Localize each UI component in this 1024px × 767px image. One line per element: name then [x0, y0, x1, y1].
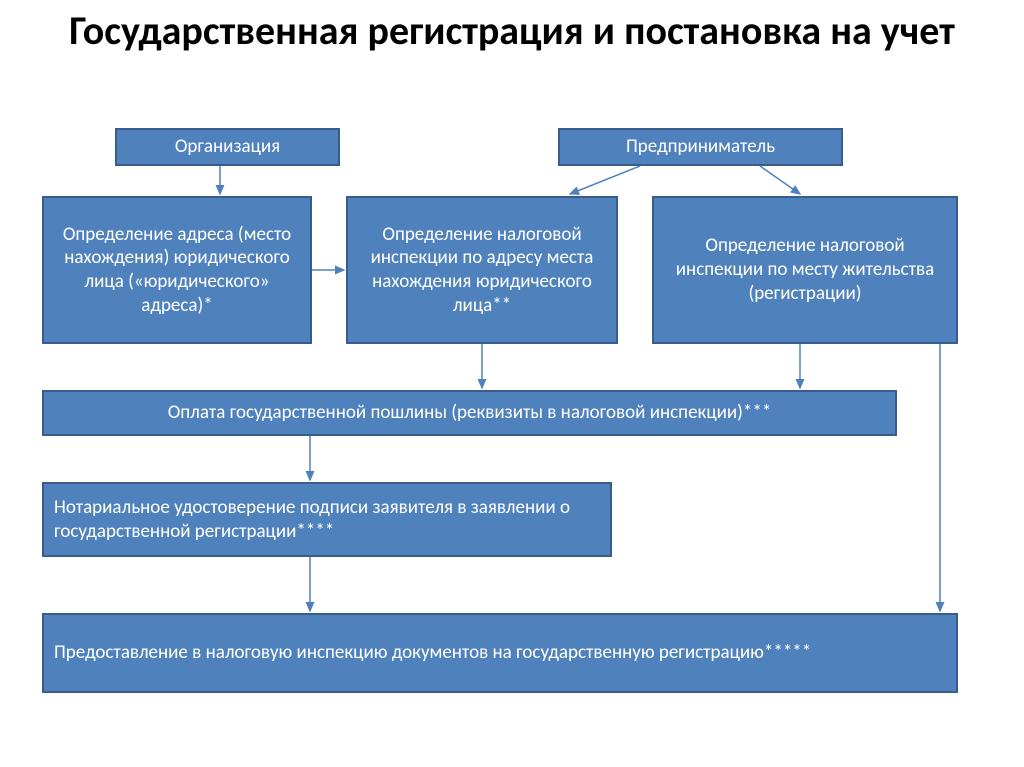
flow-node-label: Определение адреса (место нахождения) юр…	[54, 223, 300, 318]
flow-node-label: Оплата государственной пошлины (реквизит…	[168, 401, 772, 425]
flow-node-addr: Определение адреса (место нахождения) юр…	[42, 196, 312, 344]
flow-edge-entr-to-insp2	[760, 166, 800, 194]
flow-node-label: Предприниматель	[626, 135, 775, 159]
flow-edge-entr-to-insp1	[570, 166, 640, 194]
page-title: Государственная регистрация и постановка…	[0, 0, 1024, 54]
flow-node-notary: Нотариальное удостоверение подписи заяви…	[42, 482, 612, 557]
flow-node-label: Определение налоговой инспекции по месту…	[664, 234, 946, 305]
flow-node-label: Нотариальное удостоверение подписи заяви…	[54, 496, 600, 544]
flow-node-label: Определение налоговой инспекции по адрес…	[358, 223, 606, 318]
flow-node-label: Предоставление в налоговую инспекцию док…	[54, 641, 811, 665]
flow-node-entr: Предприниматель	[558, 128, 843, 166]
flow-node-label: Организация	[175, 135, 280, 159]
flow-node-submit: Предоставление в налоговую инспекцию док…	[42, 613, 958, 693]
flow-node-org: Организация	[115, 128, 340, 166]
flow-node-insp2: Определение налоговой инспекции по месту…	[652, 196, 958, 344]
flow-node-insp1: Определение налоговой инспекции по адрес…	[346, 196, 618, 344]
flow-node-fee: Оплата государственной пошлины (реквизит…	[42, 390, 897, 436]
